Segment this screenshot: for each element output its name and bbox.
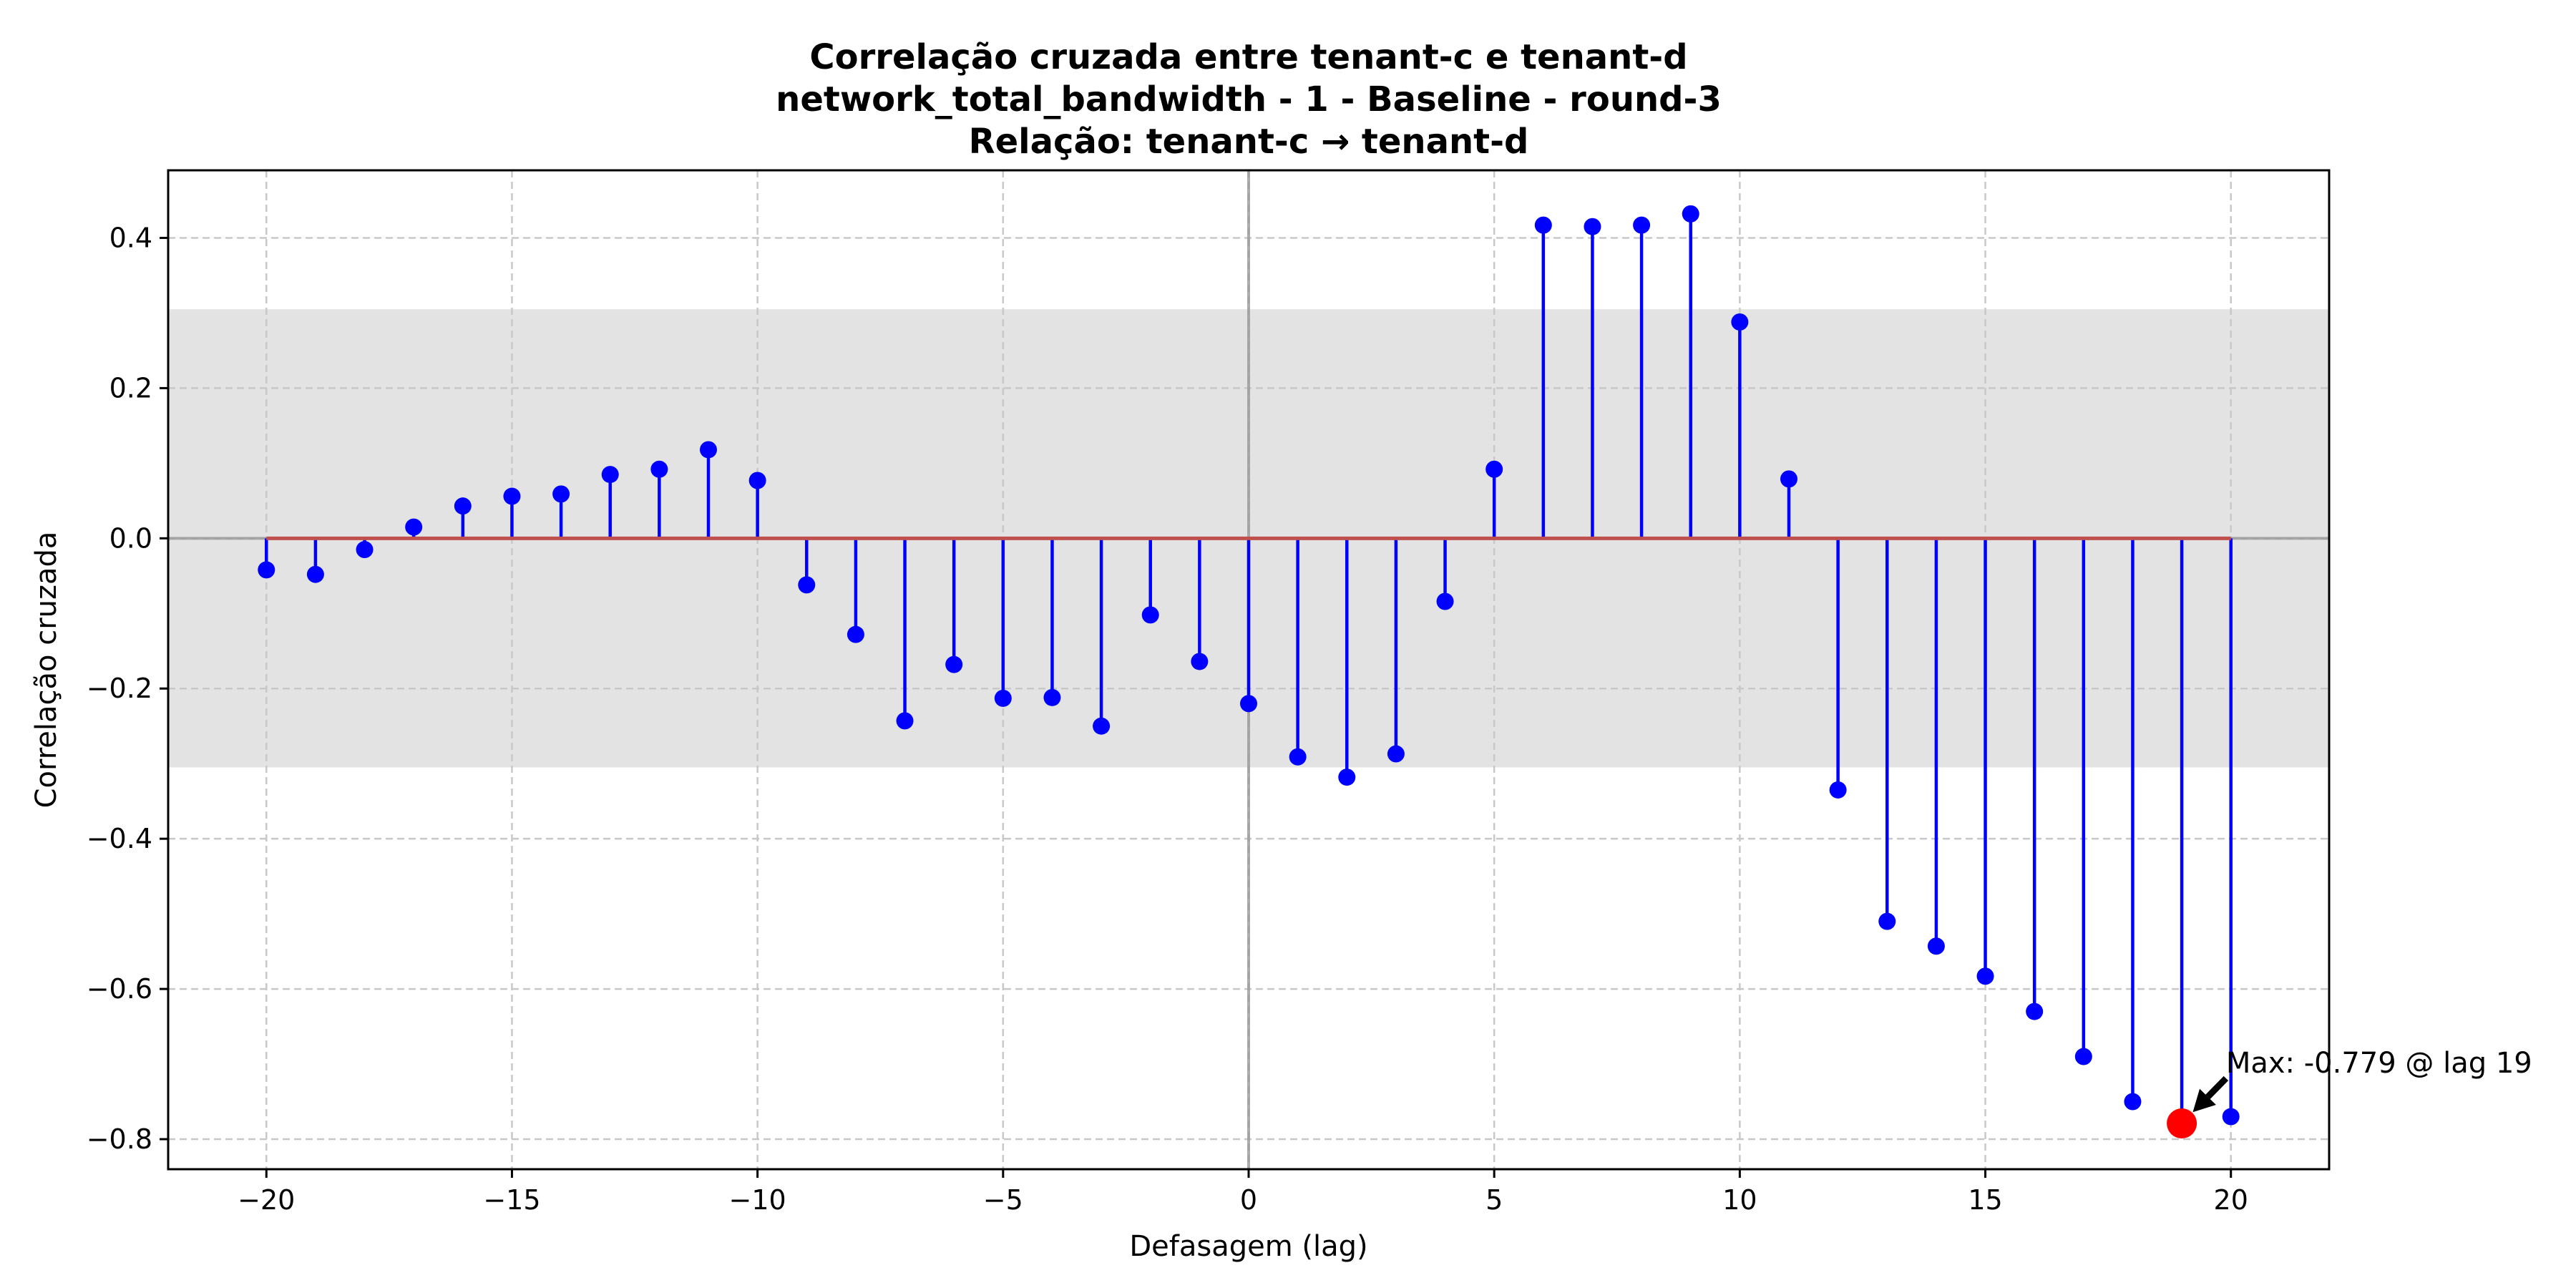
y-tick-label: 0.0 bbox=[109, 522, 152, 554]
max-annotation-text: Max: -0.779 @ lag 19 bbox=[2226, 1047, 2532, 1080]
max-annotation: Max: -0.779 @ lag 19 bbox=[2167, 1047, 2532, 1138]
stem-marker bbox=[1436, 592, 1454, 610]
stem-marker bbox=[994, 689, 1012, 707]
title-line: network_total_bandwidth - 1 - Baseline -… bbox=[776, 79, 1722, 119]
x-tick-label: 20 bbox=[2214, 1184, 2248, 1216]
y-axis-ticks: −0.8 −0.6 −0.4 −0.2 0.0 0.2 0.4 bbox=[87, 222, 168, 1155]
stem-marker bbox=[503, 487, 521, 505]
stem-marker bbox=[650, 460, 668, 478]
annotation-arrow-shaft bbox=[2205, 1075, 2229, 1100]
x-tick-label: 15 bbox=[1968, 1184, 2002, 1216]
stem-marker bbox=[700, 441, 717, 459]
stem-marker bbox=[1289, 748, 1307, 766]
stem-marker bbox=[1878, 912, 1896, 930]
x-axis-ticks: −20 −15 −10 −5 0 5 10 15 20 bbox=[238, 1169, 2248, 1216]
x-tick-label: −10 bbox=[729, 1184, 786, 1216]
stem-marker bbox=[1682, 205, 1699, 223]
y-tick-label: −0.4 bbox=[87, 823, 152, 854]
stem-marker bbox=[356, 541, 374, 559]
y-axis-label: Correlação cruzada bbox=[30, 532, 63, 809]
y-tick-label: 0.2 bbox=[109, 372, 152, 404]
stem-marker bbox=[1191, 653, 1209, 670]
stem-marker bbox=[1043, 688, 1061, 706]
y-tick-label: −0.8 bbox=[87, 1123, 152, 1155]
stem-marker bbox=[601, 466, 619, 484]
stem-marker bbox=[454, 497, 472, 515]
y-tick-label: −0.2 bbox=[87, 673, 152, 704]
y-tick-label: −0.6 bbox=[87, 973, 152, 1005]
stem-marker bbox=[1141, 606, 1159, 624]
stem-marker bbox=[1485, 460, 1503, 478]
stem-marker bbox=[1927, 937, 1945, 955]
x-axis-label: Defasagem (lag) bbox=[1129, 1230, 1367, 1263]
y-tick-label: 0.4 bbox=[109, 222, 152, 253]
title-line: Correlação cruzada entre tenant-c e tena… bbox=[809, 37, 1687, 77]
stem-marker bbox=[2026, 1002, 2044, 1020]
x-tick-label: 10 bbox=[1722, 1184, 1757, 1216]
chart-title: Correlação cruzada entre tenant-c e tena… bbox=[776, 37, 1722, 162]
x-tick-label: −20 bbox=[238, 1184, 295, 1216]
stem-marker bbox=[1633, 216, 1651, 234]
stem-marker bbox=[2074, 1048, 2092, 1065]
stem-marker bbox=[552, 485, 570, 503]
stem-marker bbox=[1387, 745, 1405, 763]
max-marker bbox=[2167, 1108, 2197, 1138]
stem-marker bbox=[1731, 313, 1749, 331]
x-tick-label: −5 bbox=[983, 1184, 1023, 1216]
stem-marker bbox=[1584, 218, 1601, 235]
stem-marker bbox=[1534, 216, 1552, 234]
stem-markers bbox=[258, 205, 2240, 1132]
x-tick-label: −15 bbox=[483, 1184, 540, 1216]
x-tick-label: 0 bbox=[1240, 1184, 1257, 1216]
stem-marker bbox=[1829, 781, 1847, 799]
stem-marker bbox=[896, 712, 914, 730]
stem-marker bbox=[1780, 470, 1797, 488]
annotation-arrow-head bbox=[2192, 1088, 2216, 1113]
stem-marker bbox=[258, 561, 275, 579]
stem-marker bbox=[2222, 1108, 2240, 1126]
stem-marker bbox=[405, 518, 423, 536]
stem-marker bbox=[1976, 967, 1994, 985]
x-tick-label: 5 bbox=[1485, 1184, 1503, 1216]
stem-marker bbox=[945, 655, 963, 673]
stem-marker bbox=[847, 625, 864, 643]
stem-marker bbox=[2124, 1093, 2142, 1111]
stem-marker bbox=[1338, 769, 1356, 786]
stem-marker bbox=[748, 472, 766, 489]
title-line: Relação: tenant-c → tenant-d bbox=[969, 122, 1529, 162]
stem-marker bbox=[798, 576, 816, 594]
stem-marker bbox=[306, 565, 324, 583]
stem-marker bbox=[1240, 695, 1257, 713]
stem-marker bbox=[1093, 717, 1111, 735]
